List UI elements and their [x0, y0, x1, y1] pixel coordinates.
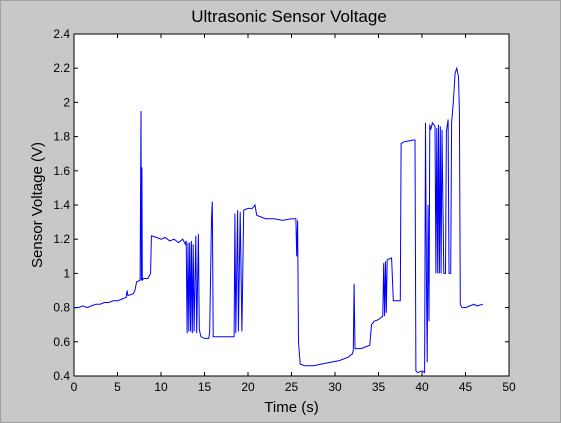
x-tick-label: 35 — [372, 380, 386, 394]
x-axis-label: Time (s) — [264, 399, 318, 416]
x-tick-label: 40 — [415, 380, 429, 394]
series-line-sensor-voltage — [74, 66, 484, 374]
y-tick-label: 0.6 — [53, 335, 70, 349]
x-tick-label: 50 — [502, 380, 516, 394]
x-tick-label: 25 — [285, 380, 299, 394]
chart-title: Ultrasonic Sensor Voltage — [191, 7, 387, 26]
y-tick-label: 0.4 — [53, 369, 70, 383]
x-tick-label: 30 — [328, 380, 342, 394]
y-tick-label: 1.4 — [53, 198, 70, 212]
y-tick-label: 1.8 — [53, 130, 70, 144]
x-tick-label: 10 — [154, 380, 168, 394]
y-axis-label: Sensor Voltage (V) — [29, 142, 46, 268]
y-tick-label: 1 — [63, 266, 70, 280]
y-tick-label: 0.8 — [53, 301, 70, 315]
x-tick-label: 15 — [198, 380, 212, 394]
x-tick-label: 5 — [114, 380, 121, 394]
axis-tick-labels: 0 5 10 15 20 25 30 35 40 45 50 0.4 0.6 0.8 1 1.2 1.4 1.6 1… — [53, 27, 516, 394]
x-tick-label: 20 — [241, 380, 255, 394]
axis-ticks — [73, 33, 510, 377]
x-tick-label: 0 — [71, 380, 78, 394]
y-tick-label: 2.2 — [53, 61, 70, 75]
x-tick-label: 45 — [459, 380, 473, 394]
y-tick-label: 1.2 — [53, 232, 70, 246]
y-tick-label: 1.6 — [53, 164, 70, 178]
y-tick-label: 2 — [63, 95, 70, 109]
y-tick-label: 2.4 — [53, 27, 70, 41]
plot-area — [73, 33, 510, 377]
